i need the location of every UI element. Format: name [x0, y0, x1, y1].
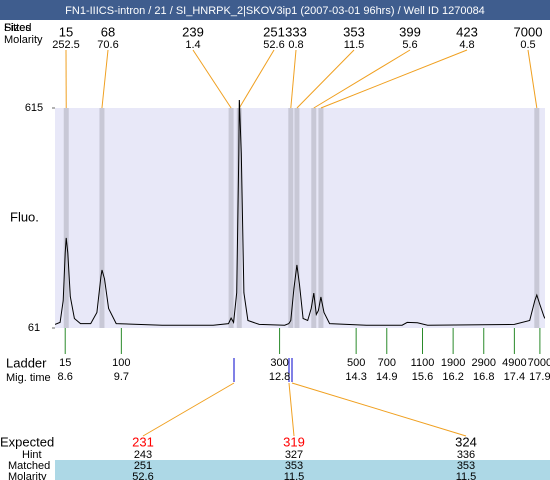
peak-band	[294, 108, 300, 328]
ladder-mig-time: 14.9	[376, 371, 397, 383]
peak-molarity: 252.5	[52, 39, 80, 51]
peak-band	[99, 108, 105, 328]
peak-molarity: 70.6	[97, 39, 118, 51]
peak-band	[228, 108, 234, 328]
expected-connector	[291, 382, 467, 437]
peak-band	[318, 108, 324, 328]
title-bar	[0, 0, 550, 20]
peak-size: 15	[59, 24, 73, 39]
peak-band	[236, 108, 242, 328]
peak-band	[311, 108, 317, 328]
ladder-mig-time: 14.3	[345, 371, 366, 383]
expected-matched: 353	[457, 460, 475, 472]
peak-molarity: 0.8	[288, 39, 303, 51]
ladder-mig-time: 16.2	[442, 371, 463, 383]
expected-molarity: 11.5	[456, 471, 477, 480]
expected-molarity: 11.5	[284, 471, 305, 480]
expected-matched: 353	[285, 460, 303, 472]
ladder-mig-time: 9.7	[114, 371, 129, 383]
row-label: Fitted	[4, 22, 32, 34]
row-label: Molarity	[8, 471, 47, 480]
ladder-size: 700	[378, 357, 396, 369]
peak-size: 239	[182, 24, 204, 39]
peak-size: 7000	[514, 24, 543, 39]
row-label: Expected	[0, 434, 54, 449]
peak-connector	[192, 49, 232, 109]
ladder-size: 2900	[472, 357, 496, 369]
y-tick-label: 615	[25, 102, 43, 114]
peak-size: 423	[456, 24, 478, 39]
ladder-mig-time: 15.6	[412, 371, 433, 383]
expected-hint: 336	[457, 449, 475, 461]
ladder-mig-time: 12.8	[269, 371, 290, 383]
expected-size: 319	[283, 434, 305, 449]
peak-size: 68	[101, 24, 115, 39]
row-label: Matched	[8, 460, 50, 472]
peak-molarity: 4.8	[459, 39, 474, 51]
peak-connector	[320, 49, 468, 109]
title: FN1-IIICS-intron / 21 / SI_HNRPK_2|SKOV3…	[65, 5, 485, 17]
ladder-mig-time: 16.8	[473, 371, 494, 383]
peak-molarity: 11.5	[344, 39, 365, 51]
peak-band	[534, 108, 540, 328]
peak-size: 399	[399, 24, 421, 39]
expected-molarity: 52.6	[132, 471, 153, 480]
peak-connector	[238, 49, 275, 109]
peak-molarity: 52.6	[263, 39, 284, 51]
ladder-size: 4900	[502, 357, 526, 369]
expected-matched: 251	[134, 460, 152, 472]
ladder-size: 500	[347, 357, 365, 369]
peak-size: 251	[263, 24, 285, 39]
expected-size: 324	[455, 434, 477, 449]
peak-size: 333	[285, 24, 307, 39]
row-label: Molarity	[4, 34, 43, 46]
expected-hint: 243	[134, 449, 152, 461]
peak-connector	[290, 49, 297, 109]
peak-connector	[527, 49, 538, 109]
row-label: Hint	[22, 449, 42, 461]
peak-molarity: 5.6	[402, 39, 417, 51]
ladder-size: 1100	[411, 357, 435, 369]
ladder-size: 300	[270, 357, 288, 369]
row-label: Sizes	[4, 22, 31, 34]
y-axis-label: Fluo.	[10, 209, 39, 224]
ladder-size: 7000	[528, 357, 550, 369]
matched-band	[55, 460, 550, 480]
trace	[55, 100, 545, 326]
peak-band	[63, 108, 69, 328]
ladder-mig-time: 17.4	[504, 371, 525, 383]
y-tick-label: 61	[28, 322, 40, 334]
expected-size: 231	[132, 434, 154, 449]
plot-area	[55, 108, 545, 328]
peak-size: 353	[343, 24, 365, 39]
expected-connector	[142, 382, 235, 437]
ladder-mig-time: 8.6	[58, 371, 73, 383]
peak-molarity: 0.5	[520, 39, 535, 51]
peak-connector	[101, 49, 109, 109]
expected-hint: 327	[285, 449, 303, 461]
peak-molarity: 1.4	[185, 39, 200, 51]
row-label: Ladder	[6, 355, 47, 370]
ladder-size: 1900	[441, 357, 465, 369]
peak-connector	[313, 49, 411, 109]
peak-band	[288, 108, 294, 328]
ladder-size: 100	[112, 357, 130, 369]
row-label: Mig. time	[6, 372, 51, 384]
expected-connector	[288, 382, 295, 437]
ladder-size: 15	[59, 357, 71, 369]
ladder-mig-time: 17.9	[529, 371, 550, 383]
peak-connector	[296, 49, 355, 109]
